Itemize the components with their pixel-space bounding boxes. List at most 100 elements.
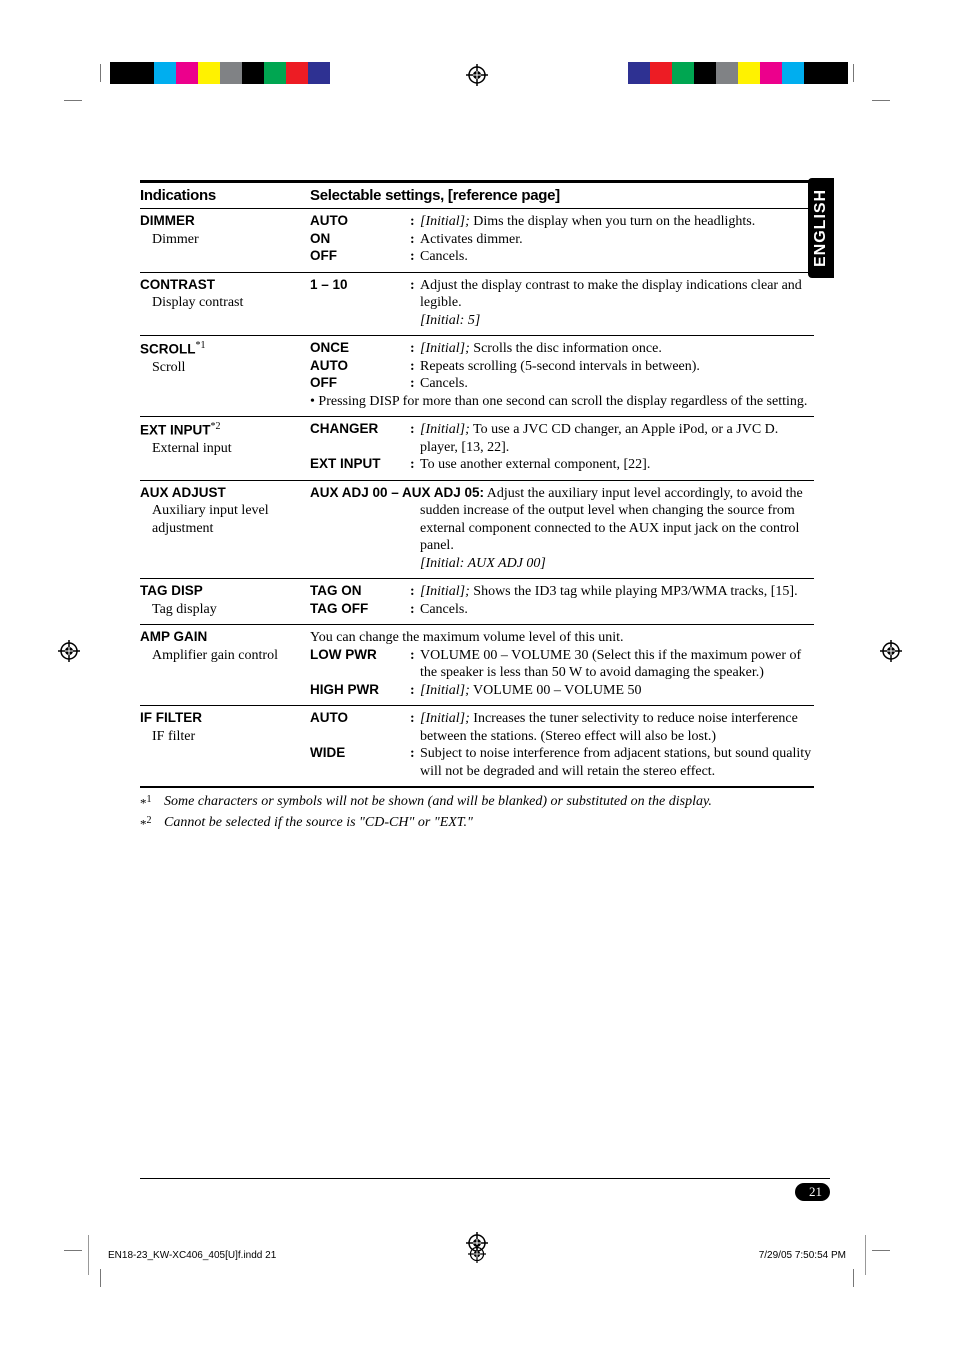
option-desc: [Initial]; To use a JVC CD changer, an A…	[420, 421, 814, 456]
page-bottom-rule	[140, 1178, 830, 1179]
indication-sub: Tag display	[140, 601, 310, 619]
option-label: AUTO	[310, 710, 410, 745]
indication-sub: Auxiliary input level adjustment	[140, 502, 310, 537]
option-line: TAG ON:[Initial]; Shows the ID3 tag whil…	[310, 583, 814, 601]
full-desc: AUX ADJ 00 – AUX ADJ 05: Adjust the auxi…	[310, 485, 814, 573]
crop-tick	[100, 64, 101, 82]
indication-head: DIMMER	[140, 213, 195, 228]
crop-tick	[853, 1269, 854, 1287]
table-header-row: Indications Selectable settings, [refere…	[140, 187, 814, 209]
page-number: 21	[795, 1183, 830, 1201]
option-label: AUTO	[310, 358, 410, 376]
option-label: TAG OFF	[310, 601, 410, 619]
crop-tick	[88, 1235, 89, 1275]
option-line: OFF:Cancels.	[310, 375, 814, 393]
indication-head: TAG DISP	[140, 583, 203, 598]
table-row: DIMMER DimmerAUTO:[Initial]; Dims the dis…	[140, 209, 814, 272]
option-desc: VOLUME 00 – VOLUME 30 (Select this if th…	[420, 647, 814, 682]
indication-sub: Display contrast	[140, 294, 310, 312]
table-row: CONTRAST Display contrast1 – 10:Adjust th…	[140, 272, 814, 336]
option-line: WIDE:Subject to noise interference from …	[310, 745, 814, 780]
crop-tick	[872, 1250, 890, 1251]
crop-tick	[853, 64, 854, 82]
indication-sub: Dimmer	[140, 231, 310, 249]
option-label: LOW PWR	[310, 647, 410, 682]
table-row: SCROLL*1ScrollONCE:[Initial]; Scrolls th…	[140, 336, 814, 417]
footnotes: *1Some characters or symbols will not be…	[140, 794, 814, 833]
option-line: LOW PWR:VOLUME 00 – VOLUME 30 (Select th…	[310, 647, 814, 682]
footer-right: 7/29/05 7:50:54 PM	[759, 1250, 846, 1261]
color-bar-top-left	[110, 62, 352, 84]
footnote: *1Some characters or symbols will not be…	[140, 794, 814, 813]
option-label: ONCE	[310, 340, 410, 358]
option-label: CHANGER	[310, 421, 410, 456]
option-line: HIGH PWR:[Initial]; VOLUME 00 – VOLUME 5…	[310, 682, 814, 700]
registration-mark-icon	[466, 64, 488, 86]
indication-head: EXT INPUT	[140, 423, 211, 438]
option-label: ON	[310, 231, 410, 249]
option-label: 1 – 10	[310, 277, 410, 330]
option-label: TAG ON	[310, 583, 410, 601]
registration-mark-icon	[880, 640, 902, 662]
option-line: ONCE:[Initial]; Scrolls the disc informa…	[310, 340, 814, 358]
indication-head: SCROLL	[140, 342, 196, 357]
color-bar-top-right	[606, 62, 848, 84]
indication-head: AUX ADJUST	[140, 485, 226, 500]
option-line: AUTO:Repeats scrolling (5-second interva…	[310, 358, 814, 376]
table-row: AUX ADJUST Auxiliary input level adjustme…	[140, 480, 814, 579]
option-label: EXT INPUT	[310, 456, 410, 474]
registration-mark-icon	[468, 1245, 486, 1266]
table-row: IF FILTER IF filterAUTO:[Initial]; Increa…	[140, 706, 814, 788]
option-line: ON:Activates dimmer.	[310, 231, 814, 249]
option-desc: [Initial]; VOLUME 00 – VOLUME 50	[420, 682, 814, 700]
row-note: • Pressing DISP for more than one second…	[310, 393, 814, 411]
page-content: Indications Selectable settings, [refere…	[140, 180, 814, 835]
option-desc: Activates dimmer.	[420, 231, 814, 249]
option-desc: Cancels.	[420, 375, 814, 393]
option-line: 1 – 10:Adjust the display contrast to ma…	[310, 277, 814, 330]
option-label: WIDE	[310, 745, 410, 780]
option-desc: [Initial]; Shows the ID3 tag while playi…	[420, 583, 814, 601]
print-footer: EN18-23_KW-XC406_405[U]f.indd 21 7/29/05…	[108, 1250, 846, 1261]
registration-mark-icon	[58, 640, 80, 662]
header-indications: Indications	[140, 187, 310, 204]
crop-tick	[100, 1269, 101, 1287]
footnote: *2Cannot be selected if the source is "C…	[140, 815, 814, 834]
option-label: OFF	[310, 375, 410, 393]
indication-sub: Amplifier gain control	[140, 647, 310, 665]
indication-head: CONTRAST	[140, 277, 215, 292]
pre-text: You can change the maximum volume level …	[310, 629, 814, 647]
option-line: EXT INPUT:To use another external compon…	[310, 456, 814, 474]
indication-sub: Scroll	[140, 359, 310, 377]
option-desc: To use another external component, [22].	[420, 456, 814, 474]
option-label: AUTO	[310, 213, 410, 231]
settings-table: DIMMER DimmerAUTO:[Initial]; Dims the dis…	[140, 209, 814, 788]
indication-head: IF FILTER	[140, 710, 202, 725]
option-desc: Adjust the display contrast to make the …	[420, 277, 814, 330]
table-row: EXT INPUT*2External inputCHANGER:[Initia…	[140, 417, 814, 481]
option-desc: Cancels.	[420, 601, 814, 619]
crop-tick	[64, 100, 82, 101]
indication-head: AMP GAIN	[140, 629, 207, 644]
header-selectable: Selectable settings, [reference page]	[310, 187, 560, 204]
indication-sub: IF filter	[140, 728, 310, 746]
footer-left: EN18-23_KW-XC406_405[U]f.indd 21	[108, 1250, 276, 1261]
top-rule	[140, 180, 814, 183]
option-label: OFF	[310, 248, 410, 266]
option-line: OFF:Cancels.	[310, 248, 814, 266]
crop-tick	[872, 100, 890, 101]
option-line: TAG OFF:Cancels.	[310, 601, 814, 619]
option-desc: Repeats scrolling (5-second intervals in…	[420, 358, 814, 376]
table-row: TAG DISP Tag displayTAG ON:[Initial]; Sho…	[140, 579, 814, 625]
option-line: CHANGER:[Initial]; To use a JVC CD chang…	[310, 421, 814, 456]
option-desc: Subject to noise interference from adjac…	[420, 745, 814, 780]
option-desc: [Initial]; Scrolls the disc information …	[420, 340, 814, 358]
indication-sub: External input	[140, 440, 310, 458]
crop-tick	[865, 1235, 866, 1275]
option-line: AUTO:[Initial]; Increases the tuner sele…	[310, 710, 814, 745]
option-desc: Cancels.	[420, 248, 814, 266]
option-label: HIGH PWR	[310, 682, 410, 700]
option-line: AUTO:[Initial]; Dims the display when yo…	[310, 213, 814, 231]
table-row: AMP GAIN Amplifier gain controlYou can ch…	[140, 625, 814, 706]
option-desc: [Initial]; Increases the tuner selectivi…	[420, 710, 814, 745]
